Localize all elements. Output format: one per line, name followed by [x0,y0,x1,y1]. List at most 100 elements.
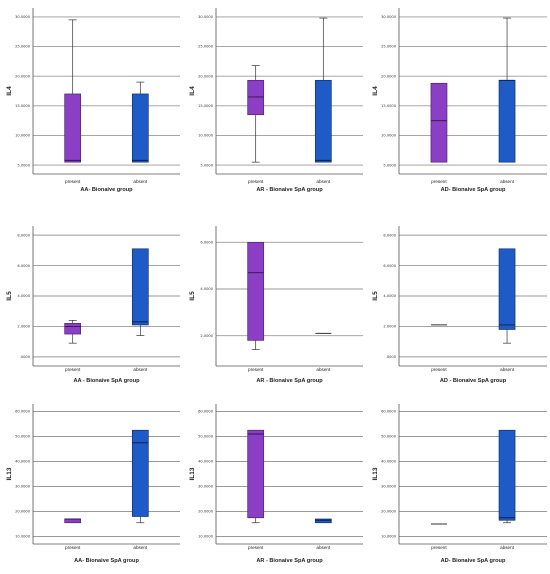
y-tick-label: 50.0000 [15,435,31,439]
chart-svg-7: 10.0000 20.0000 30.0000 40.0000 50.0000 60.00… [189,404,363,564]
y-tick-label: 4.0000 [200,287,213,291]
x-tick-label: present [248,179,264,184]
chart-title: AA- Bionaive SpA group [74,558,139,564]
chart-svg-6: 10.0000 20.0000 30.0000 40.0000 50.0000 60.00… [6,404,180,564]
y-tick-label: 6.0000 [17,264,30,268]
chart-title: AR - Bionaive SpA group [256,187,323,193]
y-tick-label: 10.0000 [198,134,214,138]
y-tick-label: 20.0000 [198,510,214,514]
y-tick-label: 10.0000 [381,134,397,138]
chart-panel-il4-ad: 5.0000 10.0000 15.0000 20.0000 25.0000 30.000… [366,0,550,196]
x-tick-label: present [65,367,81,372]
chart-svg-2: 5.0000 10.0000 15.0000 20.0000 25.0000 30.000… [372,8,547,193]
box-absent [131,429,149,517]
y-tick-label: 10.0000 [15,535,31,539]
chart-svg-3: .0000 2.0000 4.0000 6.0000 8.0000 IL5 present a… [6,226,180,384]
y-tick-label: 40.0000 [15,460,31,464]
y-tick-label: 60.0000 [381,410,397,414]
x-tick-label: absent [133,367,148,372]
y-tick-label: 40.0000 [198,460,214,464]
y-tick-label: 5.0000 [383,163,396,167]
y-tick-label: 40.0000 [381,460,397,464]
y-tick-label: 2.0000 [383,325,396,329]
chart-panel-il5-ar: 2.0000 4.0000 6.0000 IL5 present absent AR - B… [183,196,366,388]
y-tick-label: 6.0000 [383,264,396,268]
x-tick-label: absent [500,367,515,372]
y-axis-label: IL13 [6,467,13,480]
box-absent [314,79,332,163]
y-tick-label: 8.0000 [383,233,396,237]
y-tick-label: .0000 [386,355,397,359]
y-axis-label: IL5 [189,291,196,301]
y-axis-label: IL13 [372,467,379,480]
y-tick-label: 6.0000 [200,241,213,245]
x-tick-label: absent [133,179,148,184]
y-tick-label: 60.0000 [15,410,31,414]
y-tick-label: 8.0000 [17,233,30,237]
y-tick-label: 30.0000 [381,15,397,19]
chart-panel-il5-aa: .0000 2.0000 4.0000 6.0000 8.0000 IL5 present a… [0,196,183,388]
y-tick-label: 30.0000 [198,15,214,19]
y-tick-label: 4.0000 [383,294,396,298]
y-axis-label: IL13 [189,467,196,480]
x-tick-label: present [65,545,81,550]
box-absent [498,248,516,330]
y-tick-label: .0000 [20,355,31,359]
y-axis-label: IL5 [372,291,379,301]
chart-title: AD- Bionaive SpA group [441,558,506,564]
y-tick-label: 25.0000 [15,45,31,49]
y-tick-label: 4.0000 [17,294,30,298]
x-tick-label: present [431,367,447,372]
y-tick-label: 15.0000 [15,104,31,108]
y-tick-label: 30.0000 [198,485,214,489]
x-tick-label: absent [133,545,148,550]
x-tick-label: absent [500,179,515,184]
y-axis-label: IL5 [6,291,13,301]
x-tick-label: present [431,179,447,184]
chart-svg-1: 5.0000 10.0000 15.0000 20.0000 25.0000 30.000… [189,8,363,193]
box-absent [131,93,149,163]
box-present [64,518,82,524]
box-present [430,82,448,163]
y-tick-label: 20.0000 [15,510,31,514]
y-tick-label: 10.0000 [198,535,214,539]
box-absent [498,79,516,163]
chart-panel-il4-aa: 5.0000 10.0000 15.0000 20.0000 25.0000 30.000… [0,0,183,196]
y-axis-label: IL4 [189,86,196,96]
box-present [247,79,265,116]
y-tick-label: 20.0000 [381,74,397,78]
box-present [64,93,82,163]
box-absent [314,518,332,524]
box-present [247,429,265,519]
chart-panel-il13-ad: 10.0000 20.0000 30.0000 40.0000 50.0000 60.00… [366,388,550,574]
y-tick-label: 10.0000 [381,535,397,539]
y-tick-label: 10.0000 [15,134,31,138]
chart-title: AD- Bionaive SpA group [441,187,506,193]
box-absent [131,248,149,326]
chart-svg-8: 10.0000 20.0000 30.0000 40.0000 50.0000 60.00… [372,404,547,564]
y-tick-label: 20.0000 [15,74,31,78]
y-tick-label: 25.0000 [198,45,214,49]
y-tick-label: 50.0000 [198,435,214,439]
y-tick-label: 30.0000 [381,485,397,489]
box-present [64,323,82,335]
x-tick-label: absent [500,545,515,550]
y-tick-label: 15.0000 [198,104,214,108]
chart-panel-il13-aa: 10.0000 20.0000 30.0000 40.0000 50.0000 60.00… [0,388,183,574]
x-tick-label: present [248,545,264,550]
chart-title: AA - Bionaive SpA group [73,378,140,384]
y-tick-label: 30.0000 [15,485,31,489]
y-tick-label: 30.0000 [15,15,31,19]
x-tick-label: present [248,367,264,372]
x-tick-label: absent [316,367,331,372]
y-axis-label: IL4 [372,86,379,96]
y-tick-label: 5.0000 [17,163,30,167]
y-tick-label: 2.0000 [200,334,213,338]
y-tick-label: 5.0000 [200,163,213,167]
y-tick-label: 20.0000 [198,74,214,78]
x-tick-label: absent [316,545,331,550]
x-tick-label: present [65,179,81,184]
box-present [247,241,265,341]
chart-svg-0: 5.0000 10.0000 15.0000 20.0000 25.0000 30.000… [6,8,180,193]
y-tick-label: 2.0000 [17,325,30,329]
